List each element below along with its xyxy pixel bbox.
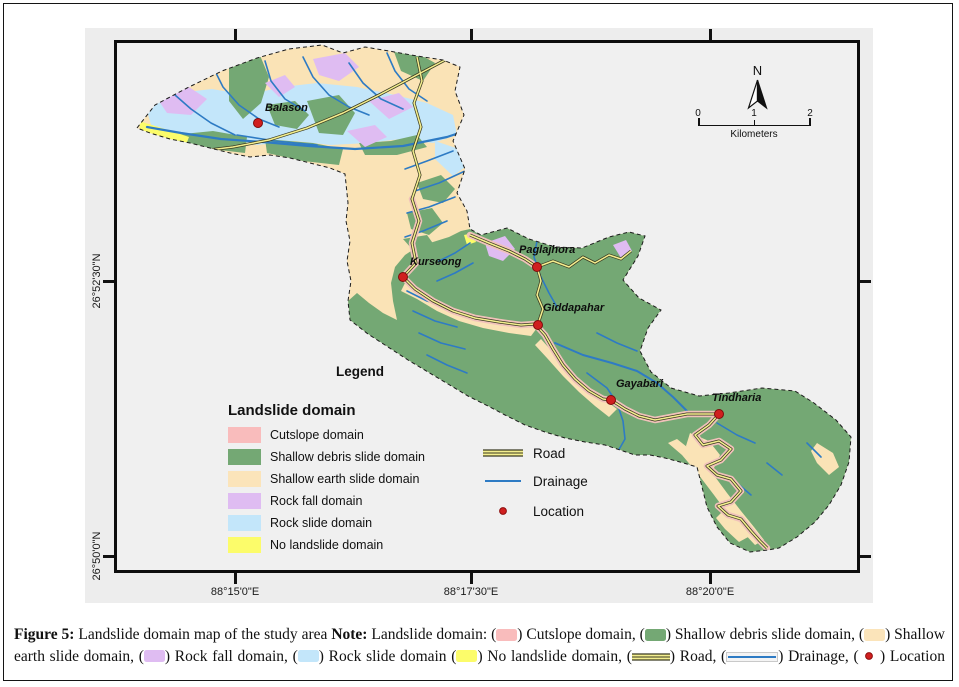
caption-swatch <box>297 650 319 662</box>
caption-symbol-drainage <box>726 651 779 662</box>
scale-tick-label: 2 <box>807 108 813 119</box>
caption-symbol-location <box>863 650 875 662</box>
x-tick-mark-top <box>709 29 712 40</box>
legend-symbol-location: Location <box>483 500 588 522</box>
legend-item-label: Shallow earth slide domain <box>270 472 420 486</box>
y-tick-label: 26°52'30"N <box>91 253 103 309</box>
y-tick-mark-left <box>103 280 114 283</box>
x-tick-mark-top <box>234 29 237 40</box>
x-tick-mark-bottom <box>470 573 473 584</box>
caption-text: ) Shallow <box>885 626 945 643</box>
y-tick-mark-right <box>860 280 871 283</box>
caption-text: Landslide domain: ( <box>367 626 497 643</box>
scale-bar-unit: Kilometers <box>730 129 778 140</box>
legend-symbol-label: Location <box>533 503 585 519</box>
scale-bar-tick <box>698 118 700 126</box>
legend-item: Cutslope domain <box>228 424 425 446</box>
legend-item-label: Cutslope domain <box>270 428 364 442</box>
legend-domain-items: Cutslope domain Shallow debris slide doma… <box>228 424 425 556</box>
figure-caption: Figure 5: Landslide domain map of the st… <box>14 624 945 667</box>
location-symbol <box>483 505 523 517</box>
x-tick-mark-bottom <box>709 573 712 584</box>
scale-tick-label: 0 <box>695 108 701 119</box>
legend-group-title: Landslide domain <box>228 402 356 419</box>
caption-text: Landslide domain map of the study area <box>74 626 332 643</box>
location-symbol-icon <box>499 507 507 515</box>
caption-swatch <box>143 650 165 662</box>
scale-tick-label: 1 <box>751 108 757 119</box>
drainage-symbol-icon <box>485 480 521 482</box>
legend-item-label: Shallow debris slide domain <box>270 450 425 464</box>
legend-swatch <box>228 471 261 487</box>
caption-text: ) Rock fall domain, ( <box>164 647 298 665</box>
x-tick-label: 88°15'0"E <box>210 586 260 598</box>
legend-item: Shallow earth slide domain <box>228 468 425 490</box>
legend-item-label: Rock slide domain <box>270 516 373 530</box>
x-tick-mark-top <box>470 29 473 40</box>
caption-line: Figure 5: Landslide domain map of the st… <box>14 624 945 646</box>
caption-text: Note: <box>331 626 368 643</box>
caption-swatch <box>496 628 518 641</box>
legend-symbol-label: Drainage <box>533 473 588 489</box>
caption-text: ) Location <box>875 647 945 665</box>
caption-line: earth slide domain, ( ) Rock fall domain,… <box>14 646 945 668</box>
north-arrow: N <box>744 63 771 116</box>
location-symbol-icon <box>865 651 874 660</box>
legend-item: Shallow debris slide domain <box>228 446 425 468</box>
scale-bar-tick <box>809 118 811 126</box>
caption-text: earth slide domain, ( <box>14 647 144 665</box>
road-symbol <box>483 448 523 458</box>
caption-text: Figure 5: <box>14 626 75 643</box>
scale-bar-tick <box>753 120 756 126</box>
figure-border <box>3 3 953 681</box>
road-symbol-icon <box>631 652 670 661</box>
caption-text: ) Road, ( <box>669 647 727 665</box>
caption-text: ) Shallow debris slide domain, ( <box>665 626 865 643</box>
legend-item-label: No landslide domain <box>270 538 384 552</box>
legend-item-label: Rock fall domain <box>270 494 363 508</box>
y-tick-mark-left <box>103 555 114 558</box>
y-tick-label: 26°50'0"N <box>91 531 103 581</box>
legend-swatch <box>228 449 261 465</box>
caption-text: ) Rock slide domain ( <box>318 647 457 665</box>
caption-swatch <box>864 628 886 641</box>
legend-swatch <box>228 427 261 443</box>
legend-symbol-road: Road <box>483 442 588 464</box>
caption-swatch <box>644 628 666 641</box>
caption-text: ) Cutslope domain, ( <box>517 626 645 643</box>
x-tick-label: 88°20'0"E <box>685 586 735 598</box>
legend-swatch <box>228 537 261 553</box>
north-arrow-icon <box>747 79 768 110</box>
legend-item: Rock slide domain <box>228 512 425 534</box>
x-tick-mark-bottom <box>234 573 237 584</box>
caption-swatch <box>456 650 478 662</box>
legend-title: Legend <box>335 364 384 379</box>
legend-swatch <box>228 515 261 531</box>
legend-symbol-items: Road Drainage Location <box>483 442 588 528</box>
drainage-symbol <box>483 476 523 486</box>
north-label: N <box>752 63 763 78</box>
study-area-map-graphic <box>136 44 852 553</box>
legend-symbol-label: Road <box>533 445 566 461</box>
drainage-symbol-icon <box>726 651 779 662</box>
legend-item: Rock fall domain <box>228 490 425 512</box>
legend-swatch <box>228 493 261 509</box>
road-symbol-icon <box>483 449 523 457</box>
y-tick-mark-right <box>860 555 871 558</box>
caption-text: ) No landslide domain, ( <box>477 647 632 665</box>
caption-symbol-road <box>631 652 670 662</box>
scale-bar: 0 1 2 Kilometers <box>692 108 816 144</box>
legend-item: No landslide domain <box>228 534 425 556</box>
legend-symbol-drainage: Drainage <box>483 470 588 492</box>
caption-text: ) Drainage, ( <box>778 647 864 665</box>
x-tick-label: 88°17'30"E <box>443 586 499 598</box>
